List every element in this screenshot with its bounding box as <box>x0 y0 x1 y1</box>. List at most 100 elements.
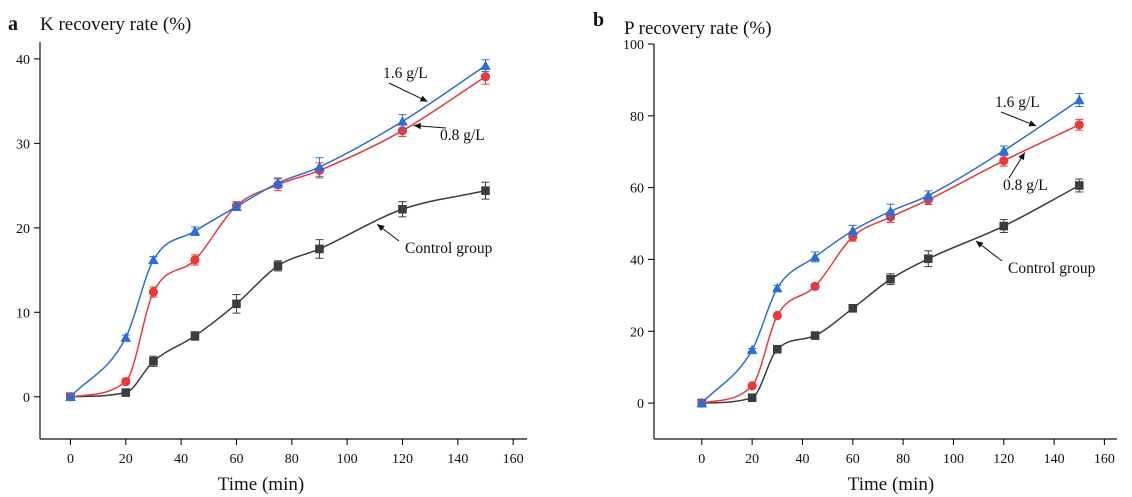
y-axis-label: K recovery rate (%) <box>40 14 191 35</box>
annotation-arrowhead <box>377 224 385 232</box>
data-point-square <box>999 221 1009 231</box>
data-point-circle <box>810 281 820 291</box>
annotation-arrowhead <box>975 240 984 248</box>
data-point-square <box>121 388 131 397</box>
x-tick-label: 20 <box>119 452 133 467</box>
data-point-circle <box>772 310 782 321</box>
data-point-circle <box>1074 120 1084 130</box>
chart-panel-a: a K recovery rate (%) Time (min) 0 20 40 60… <box>8 13 527 495</box>
data-point-triangle <box>314 161 325 172</box>
data-point-square <box>1074 181 1084 190</box>
data-point-triangle <box>1073 94 1085 105</box>
data-point-square <box>886 274 895 284</box>
annotation-arrowhead <box>1018 152 1025 161</box>
x-tick-label: 120 <box>392 452 413 467</box>
data-point-square <box>923 254 933 264</box>
x-tick-label: 160 <box>1094 452 1115 467</box>
x-axis-label: Time (min) <box>848 474 934 495</box>
series-annotation: 1.6 g/L <box>995 94 1040 111</box>
panel-letter: a <box>8 13 18 35</box>
y-tick-label: 20 <box>16 222 30 237</box>
y-tick-label: 0 <box>637 397 644 412</box>
data-point-square <box>273 261 283 271</box>
x-tick-label: 160 <box>503 452 524 467</box>
data-point-triangle <box>922 190 934 200</box>
x-tick-label: 80 <box>285 452 299 467</box>
x-tick-label: 140 <box>1044 452 1065 467</box>
y-tick-label: 40 <box>630 253 644 268</box>
data-point-triangle <box>231 201 242 211</box>
data-point-triangle <box>885 206 896 216</box>
data-point-square <box>481 186 490 195</box>
annotation-arrowhead <box>413 122 422 130</box>
annotation-arrowhead <box>1028 120 1037 127</box>
data-point-square <box>190 331 200 341</box>
data-point-triangle <box>397 116 408 126</box>
chart-panel-b: b P recovery rate (%) Time (min) 0 20 40 60… <box>593 9 1117 495</box>
x-tick-label: 20 <box>745 452 759 467</box>
x-tick-label: 100 <box>943 452 964 467</box>
data-point-square <box>315 244 324 254</box>
series-annotation: 1.6 g/L <box>383 65 428 82</box>
x-tick-label: 140 <box>447 452 468 467</box>
data-point-triangle <box>809 251 821 262</box>
data-point-circle <box>121 376 131 387</box>
x-tick-label: 0 <box>698 452 705 467</box>
annotation-arrowhead <box>419 95 428 102</box>
x-tick-label: 0 <box>67 452 74 467</box>
data-point-square <box>149 356 158 366</box>
data-point-triangle <box>771 282 783 293</box>
panel-letter: b <box>593 9 604 31</box>
series-circle <box>65 68 491 402</box>
y-tick-label: 60 <box>630 182 644 197</box>
x-tick-label: 80 <box>896 452 910 467</box>
data-point-square <box>232 299 241 309</box>
x-tick-label: 60 <box>229 452 243 467</box>
series-line <box>701 184 1080 404</box>
x-tick-label: 40 <box>795 452 809 467</box>
y-tick-label: 30 <box>16 137 30 152</box>
data-point-square <box>772 344 782 354</box>
series-triangle <box>696 93 1085 408</box>
data-point-triangle <box>998 145 1010 155</box>
y-tick-label: 20 <box>630 325 644 340</box>
data-point-circle <box>190 255 200 265</box>
x-axis-label: Time (min) <box>218 474 304 495</box>
series-triangle <box>65 59 491 402</box>
series-annotation: 0.8 g/L <box>440 127 485 144</box>
series-annotation: Control group <box>1008 260 1096 277</box>
data-point-triangle <box>120 332 132 342</box>
data-point-triangle <box>847 225 859 235</box>
data-point-triangle <box>189 225 201 236</box>
x-tick-label: 60 <box>846 452 860 467</box>
y-tick-label: 100 <box>623 38 644 53</box>
series-line <box>70 189 486 398</box>
data-point-circle <box>480 72 491 82</box>
data-point-triangle <box>746 344 758 355</box>
data-point-square <box>398 204 407 214</box>
data-point-triangle <box>696 397 708 408</box>
y-tick-label: 0 <box>23 391 30 406</box>
y-tick-label: 80 <box>630 110 644 125</box>
series-annotation: 0.8 g/L <box>1003 177 1048 194</box>
series-line <box>70 76 486 398</box>
x-tick-label: 40 <box>174 452 188 467</box>
x-tick-label: 100 <box>337 452 358 467</box>
data-point-triangle <box>148 254 159 265</box>
data-point-square <box>810 331 820 340</box>
y-tick-label: 10 <box>16 306 30 321</box>
series-square <box>66 181 490 402</box>
x-tick-label: 120 <box>993 452 1014 467</box>
data-point-square <box>848 303 858 313</box>
data-point-square <box>747 393 757 403</box>
y-tick-label: 40 <box>16 53 30 68</box>
data-point-circle <box>148 287 159 297</box>
data-point-circle <box>747 381 757 391</box>
series-line <box>701 99 1080 404</box>
y-axis-label: P recovery rate (%) <box>624 18 772 39</box>
data-point-circle <box>999 156 1009 166</box>
data-point-triangle <box>272 177 284 188</box>
data-point-triangle <box>65 391 76 402</box>
annotation-arrow <box>388 82 428 102</box>
